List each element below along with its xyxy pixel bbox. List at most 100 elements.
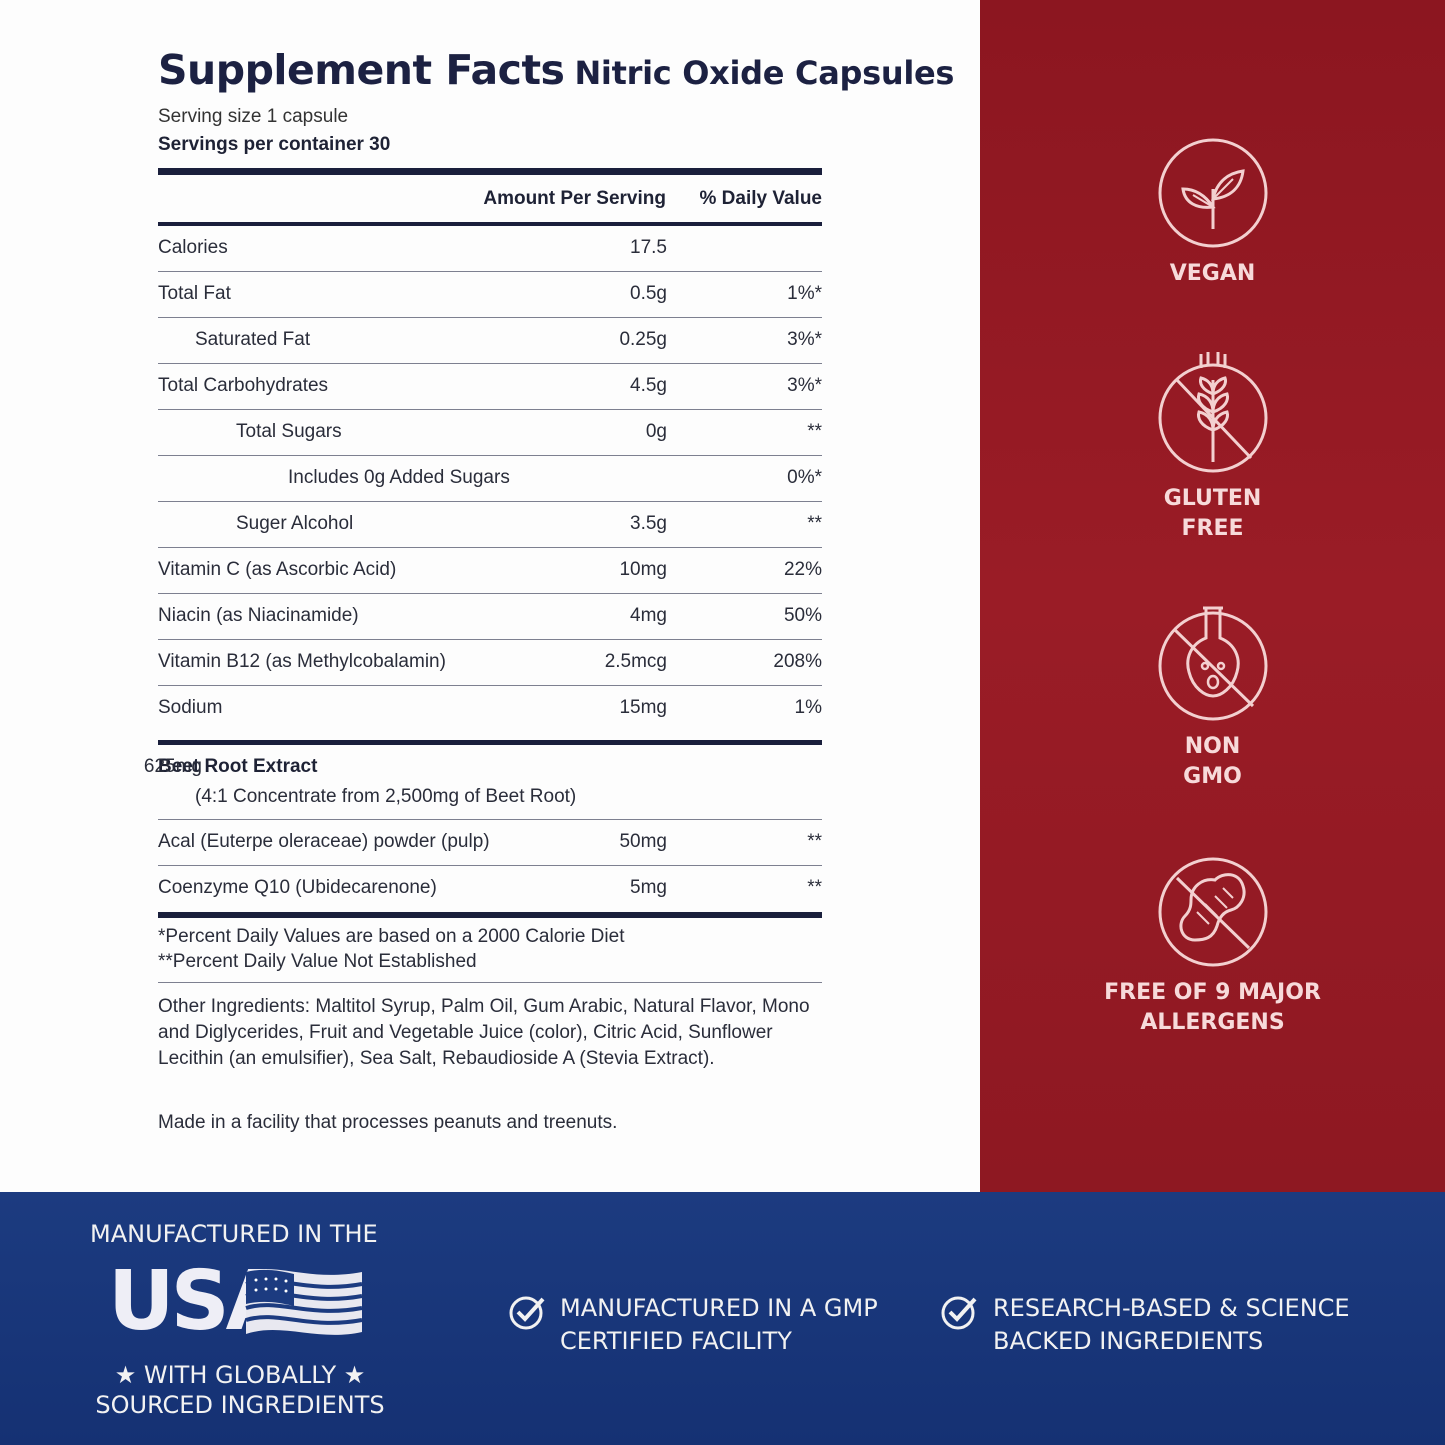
row-divider — [158, 455, 822, 456]
usa-top-text: MANUFACTURED IN THE — [90, 1220, 378, 1248]
footnote-not-established: **Percent Daily Value Not Established — [158, 951, 477, 972]
nutrient-name: Niacin (as Niacinamide) — [158, 605, 359, 626]
badge-column: VEGAN GLUTEN FREE NON GMO — [980, 0, 1445, 1192]
nutrient-amount: 4mg — [630, 605, 667, 626]
allergen-label-line2: ALLERGENS — [1140, 1010, 1285, 1035]
gmo-label-line1: NON — [1184, 734, 1241, 759]
footnote-daily-values: *Percent Daily Values are based on a 200… — [158, 926, 625, 947]
supplement-facts-panel: Supplement Facts Nitric Oxide Capsules Se… — [143, 46, 955, 1133]
table-row: Acal (Euterpe oleraceae) powder (pulp) 5… — [158, 820, 822, 866]
research-claim-line2: BACKED INGREDIENTS — [993, 1327, 1264, 1355]
nutrient-amount: 2.5mcg — [604, 651, 667, 672]
top-rule — [158, 168, 822, 175]
nutrient-dv: ** — [807, 421, 822, 442]
row-divider — [158, 982, 822, 983]
table-row: Saturated Fat 0.25g 3%* — [158, 318, 822, 364]
other-ingredients: Other Ingredients: Maltitol Syrup, Palm … — [158, 996, 810, 1069]
usa-bottom-text: ★ WITH GLOBALLY ★ SOURCED INGREDIENTS — [90, 1360, 390, 1420]
nutrient-amount: 3.5g — [630, 513, 667, 534]
nutrient-amount: 15mg — [619, 697, 667, 718]
nutrient-name: Suger Alcohol — [236, 513, 354, 534]
row-divider — [158, 639, 822, 640]
header-rule — [158, 222, 822, 226]
allergen-free-badge: FREE OF 9 MAJOR ALLERGENS — [980, 856, 1445, 1038]
nutrient-dv: 208% — [773, 651, 822, 672]
nutrient-name: Sodium — [158, 697, 223, 718]
facts-title-row: Supplement Facts Nitric Oxide Capsules — [158, 46, 954, 94]
nutrient-name: Saturated Fat — [195, 329, 311, 350]
nutrient-dv: 22% — [783, 559, 822, 580]
nutrient-amount: 17.5 — [630, 237, 667, 258]
serving-size: Serving size 1 capsule — [158, 106, 349, 127]
ingredient-dv: ** — [807, 877, 822, 898]
row-divider — [158, 271, 822, 272]
row-divider — [158, 865, 822, 866]
beet-root-amount: 625mg — [143, 756, 202, 777]
header-amount: Amount Per Serving — [483, 188, 666, 209]
nutrient-name: Total Fat — [158, 283, 231, 304]
vegan-label: VEGAN — [1169, 261, 1256, 286]
gluten-free-badge: GLUTEN FREE — [980, 350, 1445, 544]
nutrient-dv: 1%* — [787, 283, 822, 304]
nutrient-amount: 4.5g — [630, 375, 667, 396]
gmo-label-line2: GMO — [1183, 764, 1242, 789]
row-divider — [158, 409, 822, 410]
table-row: Sodium 15mg 1% — [158, 686, 822, 732]
nutrient-name: Total Sugars — [236, 421, 342, 442]
table-row: Niacin (as Niacinamide) 4mg 50% — [158, 594, 822, 640]
section-rule — [158, 740, 822, 745]
nutrient-dv: ** — [807, 513, 822, 534]
row-divider — [158, 317, 822, 318]
nutrient-dv: 0%* — [787, 467, 822, 488]
nutrient-dv: 3%* — [787, 329, 822, 350]
row-divider — [158, 593, 822, 594]
nutrient-amount: 0.25g — [619, 329, 667, 350]
nutrient-amount: 0g — [645, 421, 667, 442]
bottom-banner: MANUFACTURED IN THE USA ★ WITH GLOBALLY … — [0, 1192, 1445, 1445]
usa-bottom-line2: SOURCED INGREDIENTS — [95, 1391, 385, 1419]
check-circle-icon — [509, 1296, 545, 1330]
flask-crossed-icon — [1158, 606, 1267, 721]
nutrient-dv: 1% — [794, 697, 822, 718]
nutrient-amount: 10mg — [619, 559, 667, 580]
ingredient-amount: 50mg — [619, 831, 667, 852]
ingredient-name: Acal (Euterpe oleraceae) powder (pulp) — [158, 831, 490, 852]
facts-title: Supplement Facts — [158, 46, 565, 94]
peanut-crossed-icon — [1158, 857, 1267, 967]
row-divider — [158, 685, 822, 686]
nutrient-name: Includes 0g Added Sugars — [288, 467, 510, 488]
usa-bottom-line1: ★ WITH GLOBALLY ★ — [114, 1361, 366, 1389]
nutrient-amount: 0.5g — [630, 283, 667, 304]
allergen-facility-note: Made in a facility that processes peanut… — [158, 1112, 618, 1133]
research-claim: RESEARCH-BASED & SCIENCE BACKED INGREDIE… — [993, 1292, 1350, 1358]
row-divider — [158, 819, 822, 820]
table-row: Vitamin C (as Ascorbic Acid) 10mg 22% — [158, 548, 822, 594]
gmp-claim-line1: MANUFACTURED IN A GMP — [560, 1294, 878, 1322]
ingredient-name: Coenzyme Q10 (Ubidecarenone) — [158, 877, 437, 898]
allergen-label-line1: FREE OF 9 MAJOR — [1104, 980, 1321, 1005]
beet-root-note: (4:1 Concentrate from 2,500mg of Beet Ro… — [195, 786, 577, 807]
ingredient-dv: ** — [807, 831, 822, 852]
nutrient-name: Calories — [158, 237, 228, 258]
header-daily-value: % Daily Value — [699, 188, 822, 209]
nutrient-dv: 50% — [783, 605, 822, 626]
table-row: Suger Alcohol 3.5g ** — [158, 502, 822, 548]
table-row: Includes 0g Added Sugars 0%* — [158, 456, 822, 502]
table-row: Calories 17.5 — [158, 226, 822, 272]
beet-root-name: Beet Root Extract — [158, 756, 318, 777]
research-claim-line1: RESEARCH-BASED & SCIENCE — [993, 1294, 1350, 1322]
table-row: Vitamin B12 (as Methylcobalamin) 2.5mcg … — [158, 640, 822, 686]
row-divider — [158, 547, 822, 548]
non-gmo-badge: NON GMO — [980, 604, 1445, 792]
nutrient-name: Vitamin B12 (as Methylcobalamin) — [158, 651, 446, 672]
us-flag-icon — [245, 1269, 363, 1335]
servings-per-container: Servings per container 30 — [158, 134, 391, 155]
vegan-badge: VEGAN — [980, 137, 1445, 289]
gmp-claim: MANUFACTURED IN A GMP CERTIFIED FACILITY — [560, 1292, 878, 1358]
bottom-rule — [158, 912, 822, 918]
wheat-crossed-icon — [1158, 352, 1267, 473]
gluten-label-line2: FREE — [1181, 516, 1244, 541]
gluten-label-line1: GLUTEN — [1163, 486, 1262, 511]
table-row: Total Sugars 0g ** — [158, 410, 822, 456]
nutrient-name: Total Carbohydrates — [158, 375, 329, 396]
